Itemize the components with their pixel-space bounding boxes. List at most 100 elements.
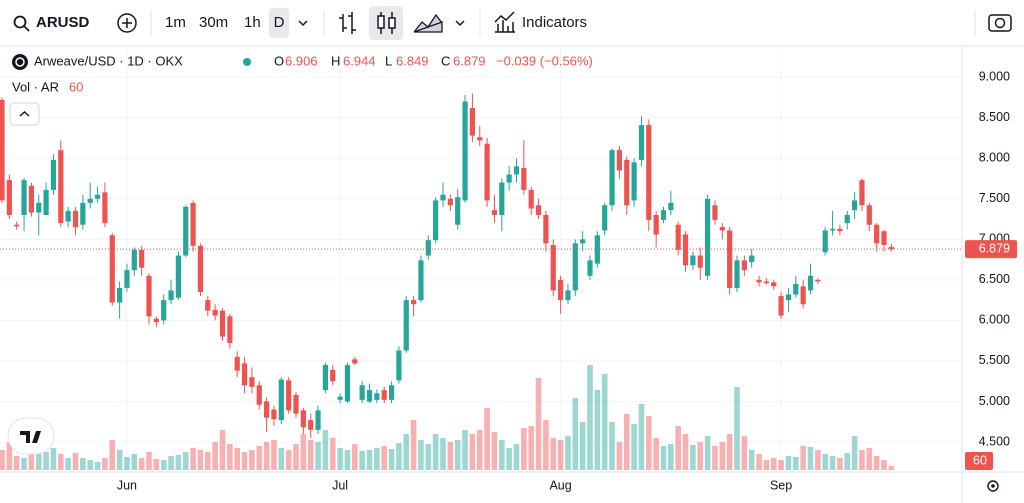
candle-body bbox=[440, 194, 446, 201]
volume-bar bbox=[388, 449, 395, 470]
candle-body bbox=[719, 227, 725, 231]
volume-tag bbox=[965, 452, 993, 470]
add-symbol[interactable] bbox=[117, 13, 137, 33]
candle-body bbox=[572, 243, 578, 291]
candle-body bbox=[513, 166, 520, 175]
interval[interactable]: 1m bbox=[165, 14, 186, 31]
volume-bar bbox=[263, 442, 270, 470]
style-menu[interactable] bbox=[455, 20, 465, 27]
candle-body bbox=[322, 364, 328, 391]
candle-body bbox=[256, 385, 262, 405]
volume-bar bbox=[535, 378, 542, 470]
candle-body bbox=[0, 99, 5, 201]
candle-body bbox=[418, 260, 424, 301]
settings-button[interactable] bbox=[987, 480, 999, 492]
price-tag-label: 6.879 bbox=[979, 241, 1010, 255]
candle-body bbox=[6, 180, 12, 216]
volume-bar bbox=[160, 460, 167, 470]
volume-bar bbox=[425, 444, 432, 470]
candle-body bbox=[396, 350, 402, 381]
candle-body bbox=[139, 249, 145, 268]
volume-bar bbox=[587, 365, 593, 470]
y-tick-label: 7.500 bbox=[979, 191, 1010, 205]
interval-menu[interactable] bbox=[298, 20, 308, 27]
volume-bar bbox=[447, 442, 454, 470]
area-style[interactable] bbox=[413, 13, 443, 33]
ohlc-low: 6.849 bbox=[396, 53, 429, 68]
indicators-button[interactable]: Indicators bbox=[522, 14, 587, 31]
interval[interactable]: D bbox=[274, 14, 285, 31]
volume-bar bbox=[315, 442, 321, 470]
candle-body bbox=[183, 206, 189, 256]
volume-bar bbox=[616, 442, 623, 470]
volume-bar bbox=[278, 448, 285, 470]
search-icon[interactable] bbox=[13, 15, 27, 29]
volume-bar bbox=[462, 430, 468, 470]
interval[interactable]: 1h bbox=[244, 14, 261, 31]
volume-bar bbox=[557, 440, 564, 470]
volume-bar bbox=[418, 440, 424, 470]
volume-bar bbox=[197, 450, 204, 470]
candle-body bbox=[212, 309, 218, 316]
candle-body bbox=[241, 363, 248, 386]
candle-body bbox=[293, 394, 299, 414]
candle-body bbox=[28, 185, 34, 213]
candle-style-selected[interactable] bbox=[369, 6, 403, 40]
candle-body bbox=[249, 377, 255, 387]
volume-bar bbox=[572, 398, 579, 470]
volume-bar bbox=[293, 444, 299, 470]
collapse-legend[interactable] bbox=[9, 102, 40, 126]
volume-bar bbox=[491, 432, 498, 470]
candle-body bbox=[690, 255, 696, 266]
volume-bar bbox=[866, 448, 873, 470]
candle-body bbox=[330, 369, 336, 382]
y-tick-label: 8.500 bbox=[979, 110, 1010, 124]
volume-bar bbox=[800, 446, 806, 470]
volume-bar bbox=[138, 458, 145, 470]
candle-body bbox=[102, 192, 108, 224]
candle-body bbox=[197, 245, 204, 293]
y-tick-label: 9.000 bbox=[979, 69, 1010, 83]
ohlc-label: H bbox=[331, 53, 340, 68]
volume-bar bbox=[748, 450, 755, 470]
interval[interactable]: 30m bbox=[199, 14, 228, 31]
candle-body bbox=[300, 410, 306, 428]
candle-body bbox=[844, 215, 850, 224]
volume-bar bbox=[21, 458, 27, 470]
volume-bar bbox=[741, 436, 748, 470]
candle-body bbox=[455, 197, 461, 225]
candle-body bbox=[124, 270, 130, 288]
volume-bar bbox=[65, 458, 71, 470]
candle-body bbox=[447, 198, 453, 206]
volume-bar bbox=[256, 446, 263, 470]
x-tick-label: Sep bbox=[770, 478, 792, 492]
volume-bar bbox=[844, 453, 851, 470]
volume-bar bbox=[623, 414, 630, 470]
candle-body bbox=[190, 202, 196, 246]
candle-body bbox=[366, 390, 373, 402]
candle-body bbox=[852, 200, 858, 211]
bar-style[interactable] bbox=[339, 12, 356, 34]
volume-bar bbox=[359, 451, 365, 470]
candle-body bbox=[580, 239, 586, 244]
symbol[interactable]: ARUSD bbox=[36, 14, 90, 31]
volume-bar bbox=[271, 440, 277, 470]
volume-bar bbox=[675, 426, 681, 470]
volume-bar bbox=[28, 454, 35, 470]
volume-value: 60 bbox=[69, 79, 83, 94]
volume-bar bbox=[146, 452, 152, 470]
candle-body bbox=[675, 224, 681, 250]
x-tick-label: Jun bbox=[117, 478, 137, 492]
volume-bar bbox=[381, 446, 387, 470]
volume-bar bbox=[50, 448, 57, 470]
candle-body bbox=[278, 379, 284, 421]
candle-body bbox=[87, 198, 93, 203]
ohlc-label: O bbox=[274, 53, 284, 68]
y-tick-label: 5.500 bbox=[979, 353, 1010, 367]
indicators-icon[interactable] bbox=[494, 11, 515, 33]
volume-bar bbox=[440, 438, 446, 470]
volume-bar bbox=[631, 424, 637, 470]
snapshot-button[interactable] bbox=[988, 14, 1012, 32]
x-tick-label: Aug bbox=[549, 478, 571, 492]
candle-body bbox=[403, 300, 409, 351]
